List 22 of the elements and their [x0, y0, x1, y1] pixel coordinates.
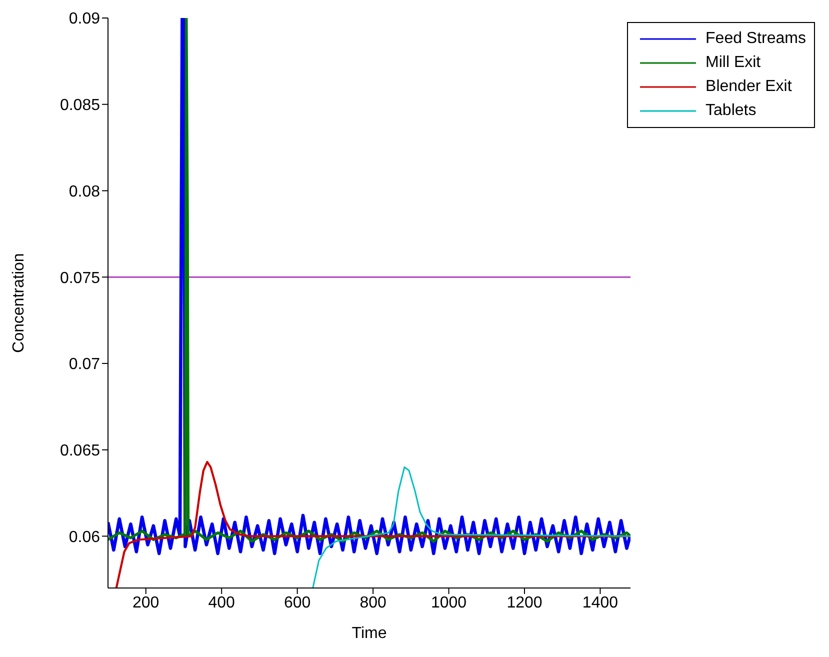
line-series: [115, 460, 631, 588]
legend-label: Mill Exit: [706, 54, 761, 72]
x-tick-label: 1000: [430, 594, 467, 612]
legend-label: Feed Streams: [706, 30, 806, 48]
y-tick-label: 0.065: [60, 442, 100, 460]
x-tick-label: 600: [284, 594, 311, 612]
y-tick-label: 0.085: [60, 97, 100, 114]
y-tick-label: 0.06: [68, 528, 100, 546]
x-tick-label: 1200: [506, 594, 542, 612]
y-axis-title: Concentration: [10, 253, 28, 353]
legend-label: Blender Exit: [706, 78, 792, 96]
y-tick-label: 0.09: [68, 10, 100, 28]
line-series: [312, 466, 631, 588]
x-tick-label: 1400: [582, 594, 618, 612]
x-tick-label: 200: [132, 594, 160, 612]
x-tick-label: 800: [360, 594, 386, 612]
x-axis-title: Time: [352, 625, 387, 642]
y-tick-label: 0.07: [68, 356, 100, 374]
x-tick-label: 400: [208, 594, 236, 612]
y-tick-label: 0.08: [68, 183, 100, 200]
y-tick-label: 0.075: [60, 270, 100, 287]
legend-label: Tablets: [706, 102, 756, 120]
